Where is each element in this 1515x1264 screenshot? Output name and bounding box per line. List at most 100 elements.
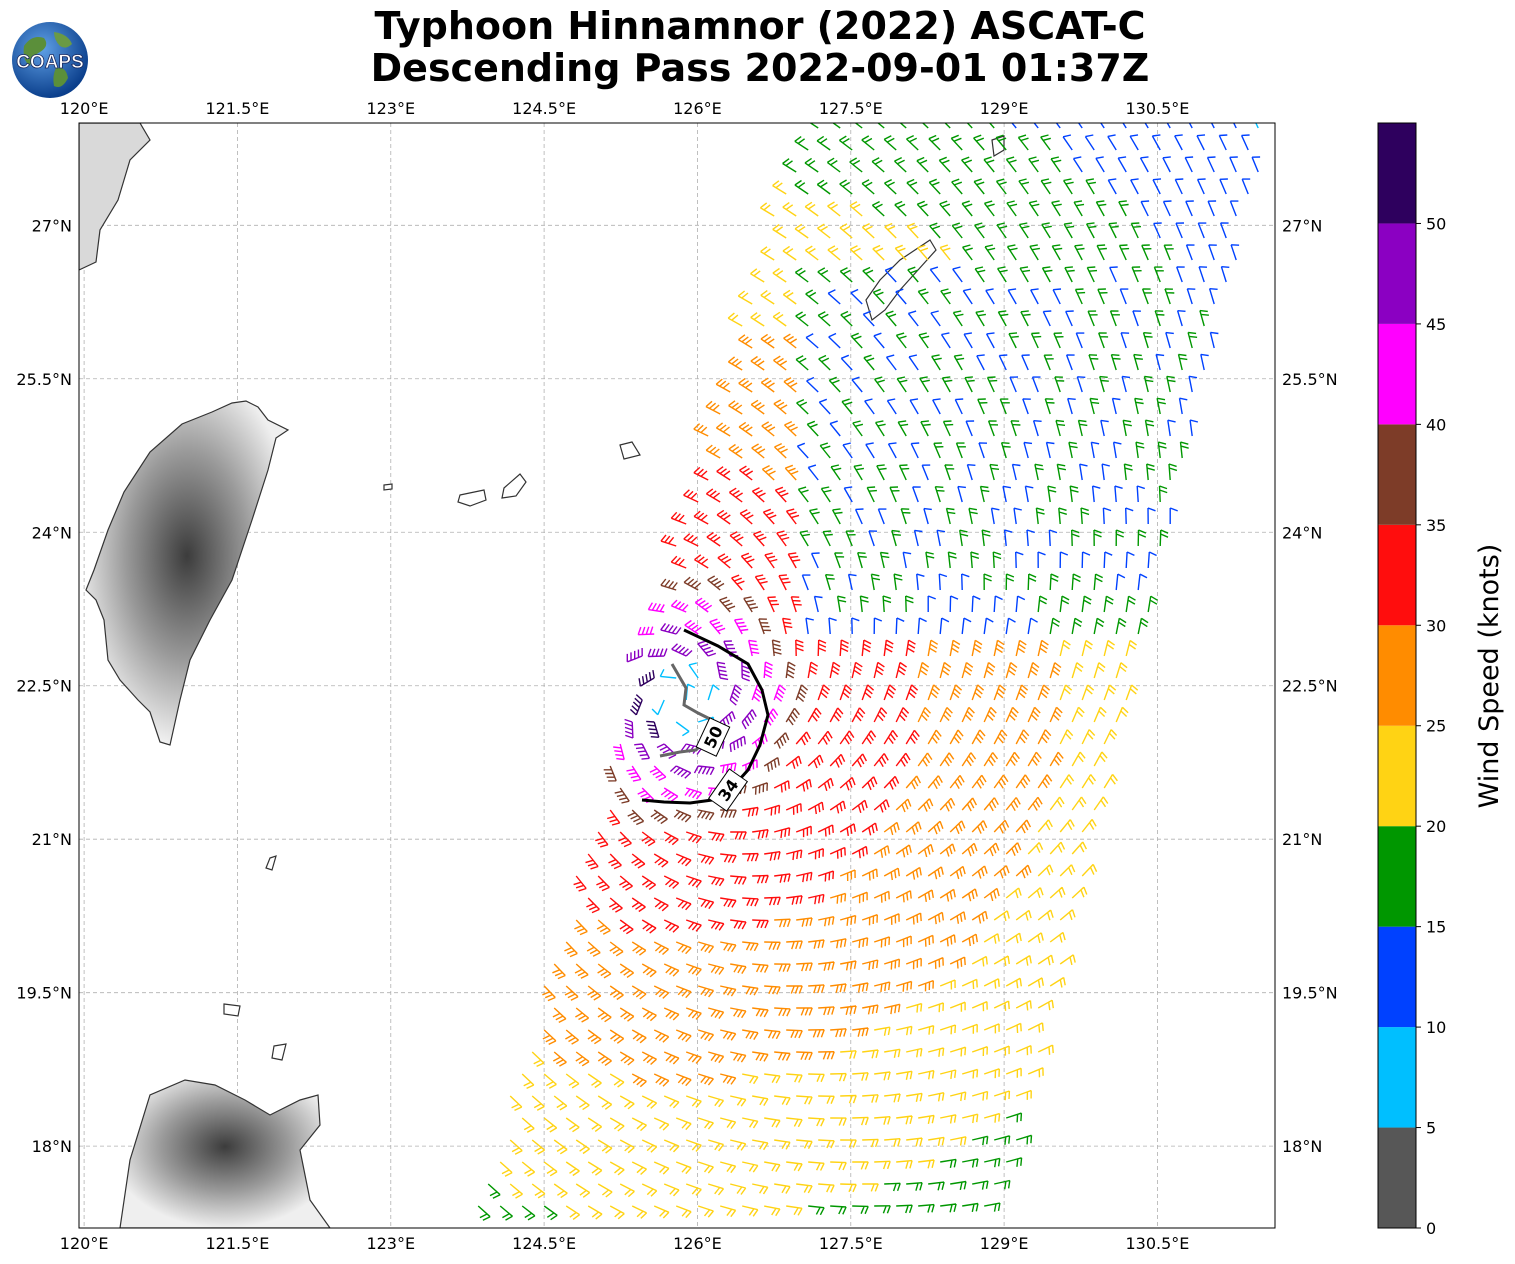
wind-barb — [719, 710, 736, 730]
wind-barb — [1064, 266, 1075, 283]
lon-tick-label-bottom: 121.5°E — [205, 1234, 269, 1253]
wind-barb — [764, 1073, 781, 1084]
wind-barb — [906, 1047, 923, 1058]
wind-barb — [553, 1139, 568, 1155]
wind-barb — [997, 266, 1008, 283]
wind-barb — [1103, 551, 1113, 569]
wind-barb — [1011, 463, 1021, 481]
wind-barb — [874, 1071, 891, 1081]
wind-barb — [764, 552, 778, 569]
wind-barb — [952, 310, 964, 327]
lat-tick-label-right: 22.5°N — [1282, 677, 1338, 696]
wind-barb — [785, 661, 796, 679]
wind-barb — [939, 797, 956, 812]
wind-barb — [707, 1139, 725, 1152]
wind-barb — [822, 530, 833, 547]
wind-barb — [1232, 123, 1237, 129]
wind-barb — [663, 1139, 680, 1153]
wind-barb — [1098, 332, 1109, 349]
taiwan-island — [85, 400, 290, 746]
wind-barb — [641, 1183, 658, 1197]
wind-barb — [1028, 200, 1040, 217]
wind-barb — [979, 485, 990, 503]
wind-barb — [720, 1161, 737, 1174]
wind-barb — [928, 1092, 945, 1102]
wind-barb — [763, 757, 780, 772]
wind-barb — [660, 787, 679, 802]
wind-barb — [575, 1007, 590, 1023]
wind-barb — [1075, 332, 1085, 349]
wind-barb — [983, 797, 999, 812]
wind-barb — [1121, 375, 1131, 393]
wind-barb — [663, 875, 680, 889]
wind-barb — [1141, 288, 1153, 305]
wind-barb — [1187, 331, 1198, 349]
wind-barb — [790, 596, 802, 613]
wind-barb — [961, 1068, 979, 1079]
wind-barb — [862, 1138, 879, 1148]
wind-barb — [1185, 200, 1194, 217]
wind-barb — [939, 661, 952, 679]
wind-barb — [1185, 244, 1195, 261]
wind-barb — [847, 573, 857, 591]
babuyan-island-2 — [271, 1043, 287, 1061]
wind-barb — [829, 661, 841, 679]
wind-barb — [685, 1007, 702, 1020]
wind-barb — [708, 919, 725, 931]
colorbar-bin — [1378, 223, 1416, 324]
wind-barb — [596, 919, 611, 935]
wind-barb — [939, 888, 956, 902]
wind-barb — [750, 355, 765, 371]
lon-tick-label-top: 129°E — [980, 99, 1029, 118]
wind-barb — [1081, 774, 1097, 789]
wind-barb — [861, 639, 872, 657]
wind-barb — [1015, 999, 1032, 1011]
wind-barb — [987, 420, 999, 437]
wind-barb — [1093, 706, 1107, 723]
wind-barb — [829, 420, 841, 437]
wind-barb — [1118, 244, 1130, 261]
wind-barb — [929, 222, 941, 239]
wind-barb — [1037, 774, 1053, 789]
wind-barb — [552, 1051, 567, 1067]
wind-barb — [660, 578, 678, 591]
wind-barb — [988, 123, 995, 129]
wind-barb — [927, 775, 943, 790]
wind-barb — [827, 201, 841, 217]
wind-barb — [1081, 863, 1098, 877]
wind-barb — [763, 804, 781, 816]
wind-barb — [782, 202, 797, 217]
wind-barb — [996, 222, 1008, 239]
wind-barb — [1059, 551, 1069, 569]
wind-barb — [971, 820, 988, 834]
wind-barb — [587, 985, 602, 1001]
lon-tick-label-top: 123°E — [366, 99, 415, 118]
wind-barb — [944, 123, 951, 129]
wind-barb — [1151, 134, 1161, 151]
wind-barb — [1196, 178, 1206, 195]
wind-barb — [972, 1135, 989, 1146]
wind-barb — [1164, 288, 1175, 305]
wind-barb — [971, 595, 981, 613]
wind-barb — [683, 489, 699, 503]
wind-barb — [928, 1047, 945, 1057]
wind-barb — [852, 1072, 869, 1081]
wind-barb — [840, 1050, 857, 1060]
wind-barb — [751, 782, 768, 795]
wind-barb — [830, 1072, 847, 1082]
wind-barb — [799, 530, 811, 547]
wind-barb — [939, 707, 953, 723]
colorbar-tick-label: 15 — [1426, 918, 1446, 937]
wind-barb — [829, 707, 844, 723]
wind-barb — [595, 831, 609, 848]
wind-barb — [1209, 331, 1219, 349]
wind-barb — [723, 640, 739, 657]
wind-barb — [862, 266, 875, 283]
wind-barb — [816, 179, 831, 195]
wind-barb — [1065, 310, 1074, 327]
wind-barb — [785, 755, 802, 769]
wind-barb — [1037, 954, 1054, 966]
wind-barb — [1018, 178, 1030, 195]
wind-barb — [796, 1139, 813, 1150]
wind-barb — [785, 707, 800, 726]
